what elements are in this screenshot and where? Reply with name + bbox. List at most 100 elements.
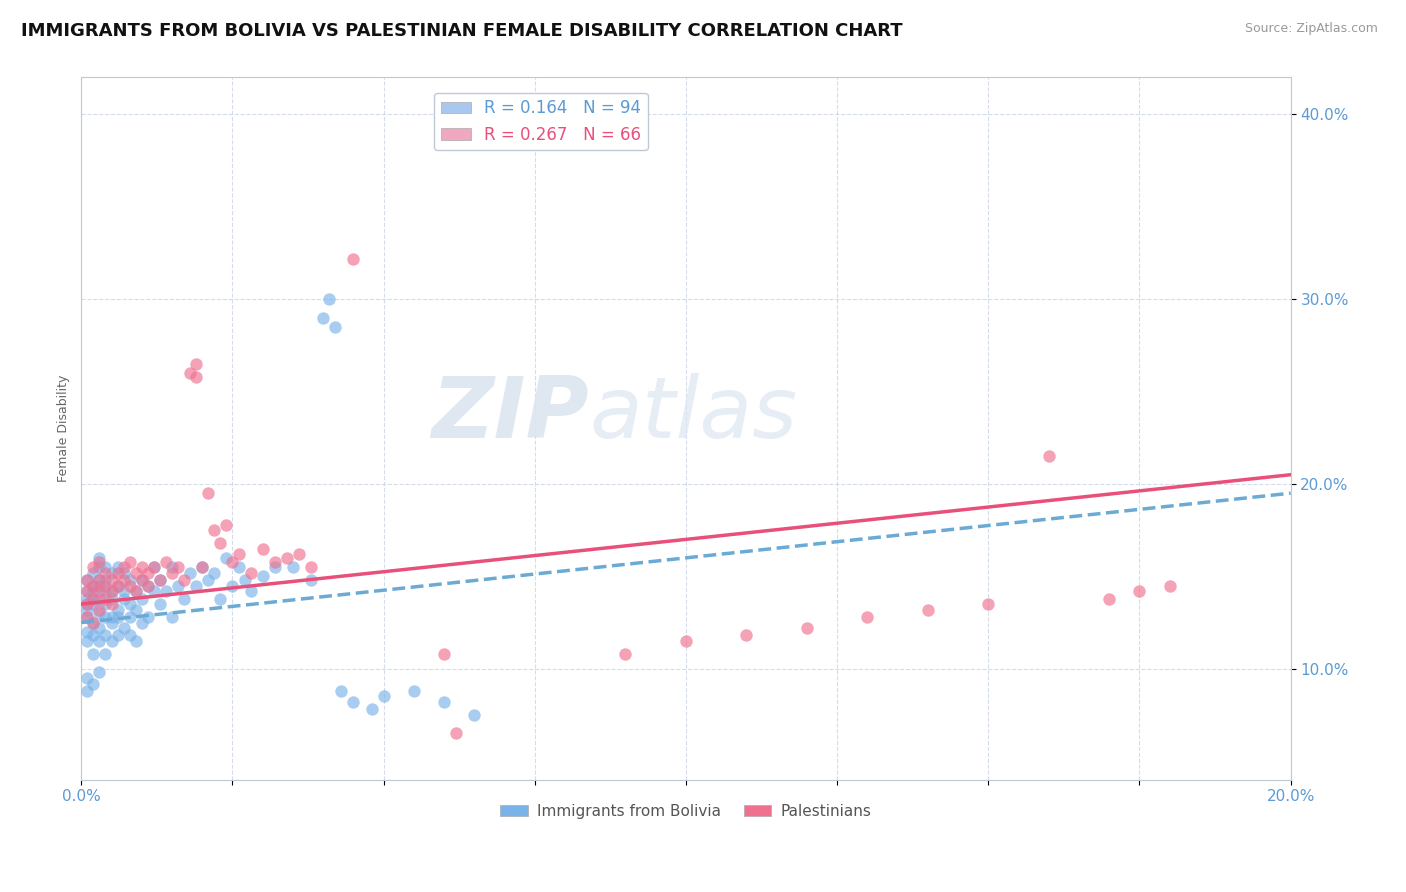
Legend: Immigrants from Bolivia, Palestinians: Immigrants from Bolivia, Palestinians — [495, 797, 877, 824]
Point — [82, 597, 104, 611]
Y-axis label: Female Disability: Female Disability — [58, 375, 70, 483]
Point — [76, 624, 98, 639]
Point — [228, 560, 250, 574]
Point — [107, 578, 129, 592]
Point — [276, 550, 298, 565]
Point — [100, 584, 122, 599]
Point — [160, 560, 183, 574]
Point — [76, 597, 98, 611]
Point — [118, 578, 141, 592]
Point — [252, 569, 274, 583]
Point — [89, 550, 111, 565]
Point — [1038, 449, 1060, 463]
Point — [100, 634, 122, 648]
Point — [94, 591, 117, 606]
Point — [1098, 591, 1121, 606]
Point — [89, 607, 111, 621]
Point — [796, 621, 818, 635]
Point — [136, 610, 159, 624]
Point — [197, 573, 219, 587]
Point — [89, 560, 111, 574]
Point — [735, 628, 758, 642]
Point — [76, 597, 98, 611]
Point — [299, 573, 322, 587]
Point — [131, 591, 153, 606]
Point — [107, 602, 129, 616]
Point — [100, 573, 122, 587]
Point — [1159, 578, 1181, 592]
Point — [202, 566, 225, 580]
Point — [142, 560, 165, 574]
Point — [112, 566, 135, 580]
Point — [131, 573, 153, 587]
Point — [82, 578, 104, 592]
Point — [149, 597, 172, 611]
Point — [342, 252, 364, 266]
Point — [323, 319, 346, 334]
Point — [107, 628, 129, 642]
Point — [263, 555, 285, 569]
Point — [82, 647, 104, 661]
Point — [191, 560, 214, 574]
Point — [118, 573, 141, 587]
Point — [94, 597, 117, 611]
Point — [149, 573, 172, 587]
Point — [89, 602, 111, 616]
Point — [125, 566, 148, 580]
Point — [131, 560, 153, 574]
Point — [856, 610, 879, 624]
Point — [76, 591, 98, 606]
Point — [675, 634, 697, 648]
Point — [142, 584, 165, 599]
Point — [94, 573, 117, 587]
Point — [94, 560, 117, 574]
Point — [186, 369, 208, 384]
Point — [82, 615, 104, 630]
Point — [100, 584, 122, 599]
Point — [977, 597, 1000, 611]
Point — [160, 566, 183, 580]
Point — [131, 573, 153, 587]
Point — [281, 560, 304, 574]
Point — [155, 584, 177, 599]
Point — [82, 584, 104, 599]
Point — [76, 634, 98, 648]
Point — [263, 560, 285, 574]
Point — [233, 573, 256, 587]
Point — [94, 578, 117, 592]
Point — [239, 584, 262, 599]
Point — [202, 523, 225, 537]
Point — [100, 597, 122, 611]
Point — [173, 591, 195, 606]
Point — [89, 621, 111, 635]
Point — [100, 610, 122, 624]
Point — [89, 573, 111, 587]
Point — [118, 597, 141, 611]
Point — [76, 671, 98, 685]
Point — [89, 634, 111, 648]
Point — [89, 665, 111, 680]
Point — [330, 684, 353, 698]
Point — [444, 726, 467, 740]
Point — [312, 310, 335, 325]
Point — [373, 690, 395, 704]
Point — [215, 517, 238, 532]
Point — [160, 610, 183, 624]
Point — [82, 566, 104, 580]
Point — [112, 560, 135, 574]
Point — [112, 584, 135, 599]
Point — [433, 647, 456, 661]
Point — [82, 591, 104, 606]
Point — [149, 573, 172, 587]
Point — [100, 615, 122, 630]
Point — [118, 555, 141, 569]
Point — [76, 584, 98, 599]
Point — [179, 566, 201, 580]
Point — [252, 541, 274, 556]
Point — [82, 676, 104, 690]
Point — [76, 610, 98, 624]
Point — [167, 560, 190, 574]
Point — [89, 591, 111, 606]
Point — [215, 550, 238, 565]
Point — [173, 573, 195, 587]
